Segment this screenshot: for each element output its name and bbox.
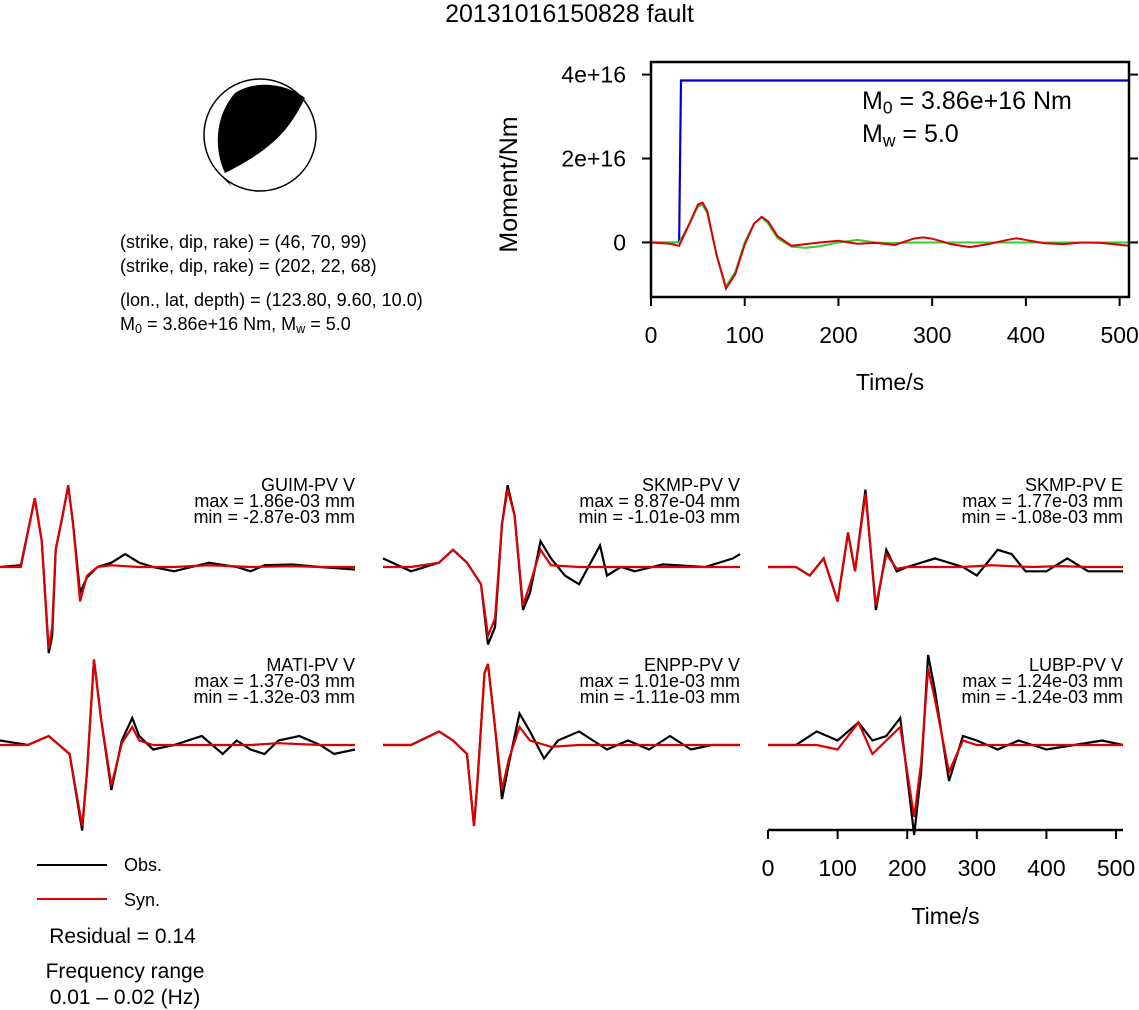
location-line: (lon., lat, depth) = (123.80, 9.60, 10.0… [120, 290, 423, 310]
waveform-panel [383, 663, 740, 827]
synthetic-waveform [768, 493, 1123, 606]
waveform-panel [382, 485, 741, 645]
synthetic-waveform [0, 659, 355, 827]
station-max: max = 1.24e-03 mm [962, 671, 1123, 691]
synthetic-waveform [0, 485, 355, 649]
station-min: min = -1.24e-03 mm [961, 687, 1123, 707]
waveform-x-tick-label: 300 [958, 855, 996, 881]
moment-rate-series-red [650, 201, 1130, 292]
station-max: max = 1.86e-03 mm [194, 491, 355, 511]
moment-annotation-mw: Mw = 5.0 [862, 120, 959, 151]
moment-x-tick-label: 400 [1007, 322, 1045, 348]
station-max: max = 1.01e-03 mm [579, 671, 740, 691]
waveform-x-tick-label: 0 [762, 855, 775, 881]
waveform-x-axis-label: Time/s [911, 903, 979, 929]
station-name: MATI-PV V [266, 655, 355, 675]
moment-x-tick-label: 500 [1100, 322, 1138, 348]
station-name: SKMP-PV V [641, 475, 740, 495]
moment-line: M0 = 3.86e+16 Nm, Mw = 5.0 [120, 314, 351, 337]
moment-plot-frame [649, 60, 1131, 299]
moment-x-tick-label: 300 [913, 322, 951, 348]
moment-y-tick-label: 2e+16 [561, 146, 626, 172]
station-name: ENPP-PV V [643, 655, 740, 675]
beachball-secondary-quadrant [220, 174, 233, 188]
waveform-x-tick-label: 400 [1027, 855, 1065, 881]
synthetic-waveform [383, 663, 740, 827]
waveform-x-tick-label: 500 [1097, 855, 1135, 881]
station-min: min = -2.87e-03 mm [193, 507, 355, 527]
waveform-panel [768, 489, 1123, 611]
frequency-range-title: Frequency range [45, 960, 205, 983]
waveform-panels: 0 100 200 300 400 500 Time/s [0, 485, 1135, 929]
moment-rate-plot: 0 100 200 300 400 500 0 2e+16 4e+16 Time/s Moment/… [495, 60, 1139, 395]
observed-waveform [768, 654, 1124, 836]
station-max: max = 1.77e-03 mm [962, 491, 1123, 511]
station-min: min = -1.32e-03 mm [193, 687, 355, 707]
station-max: max = 1.37e-03 mm [194, 671, 355, 691]
moment-annotation-m0: M0 = 3.86e+16 Nm [862, 87, 1072, 118]
station-name: LUBP-PV V [1028, 655, 1123, 675]
moment-x-tick-label: 100 [726, 322, 764, 348]
moment-x-axis-label: Time/s [856, 369, 924, 395]
nodal-plane-1: (strike, dip, rake) = (46, 70, 99) [120, 232, 367, 252]
station-name: GUIM-PV V [260, 475, 355, 495]
moment-y-tick-label: 0 [613, 229, 626, 255]
beachball-figure [203, 78, 317, 192]
moment-x-tick-label: 0 [645, 322, 658, 348]
legend-syn-label: Syn. [124, 890, 161, 910]
station-min: min = -1.08e-03 mm [961, 507, 1123, 527]
station-max: max = 8.87e-04 mm [579, 491, 740, 511]
moment-y-axis-label: Moment/Nm [495, 116, 523, 252]
station-min: min = -1.11e-03 mm [579, 687, 740, 707]
waveform-x-tick-label: 100 [818, 855, 856, 881]
residual-text: Residual = 0.14 [49, 925, 196, 948]
synthetic-waveform [383, 489, 740, 641]
moment-rate-series-green [651, 203, 1129, 289]
nodal-plane-2: (strike, dip, rake) = (202, 22, 68) [120, 256, 377, 276]
waveform-panel [0, 485, 356, 654]
station-min: min = -1.01e-03 mm [578, 507, 740, 527]
station-name: SKMP-PV E [1024, 475, 1123, 495]
moment-y-tick-label: 4e+16 [561, 62, 626, 88]
synthetic-waveform [768, 668, 1123, 818]
frequency-range-value: 0.01 – 0.02 (Hz) [49, 986, 201, 1009]
moment-x-tick-label: 200 [819, 322, 857, 348]
legend-lines [37, 864, 107, 900]
waveform-x-tick-label: 200 [888, 855, 926, 881]
waveform-panel [0, 659, 356, 831]
legend-obs-label: Obs. [124, 855, 163, 875]
beachball-compressional-quadrant [217, 84, 305, 173]
figure-title: 20131016150828 fault [445, 0, 694, 28]
waveform-panel [768, 654, 1124, 836]
